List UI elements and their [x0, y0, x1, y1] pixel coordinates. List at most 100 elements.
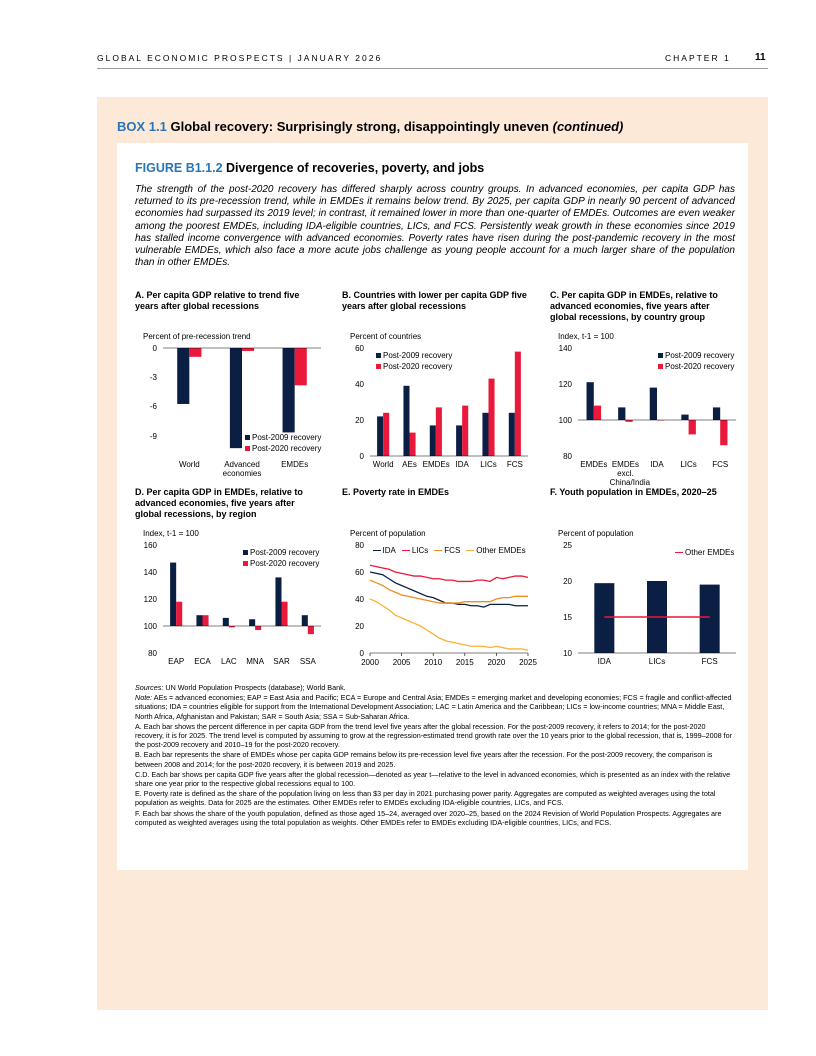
x-tick-label: EMDEs excl. China/India: [609, 460, 651, 487]
note: Note: AEs = advanced economies; EAP = Ea…: [135, 693, 735, 721]
x-tick-label: LAC: [221, 657, 237, 666]
chart-panel: E. Poverty rate in EMDEs Percent of popul…: [342, 487, 537, 681]
chart-area: Percent of population 0 20 40 60 80 2000 2005 20…: [342, 529, 537, 681]
legend-item: LICs: [401, 545, 429, 556]
legend-swatch: [243, 550, 248, 555]
x-tick-label: LICs: [480, 460, 497, 469]
y-tick-label: 0: [359, 451, 364, 461]
panel-notes: A. Each bar shows the percent difference…: [135, 722, 735, 827]
legend-swatch: [675, 551, 683, 554]
bar: [301, 615, 308, 626]
legend: Post-2009 recovery Post-2020 recovery: [658, 350, 734, 372]
y-tick-label: 120: [558, 379, 572, 389]
legend-swatch: [243, 561, 248, 566]
legend-label: FCS: [444, 546, 461, 555]
legend-item: Other EMDEs: [675, 547, 734, 558]
x-tick-label: World: [372, 460, 394, 469]
legend-item: Post-2020 recovery: [658, 361, 734, 372]
y-tick-label: -9: [149, 431, 157, 441]
legend-item: Post-2020 recovery: [376, 361, 452, 372]
y-tick-label: -6: [149, 402, 157, 412]
x-tick-label: 2025: [519, 658, 537, 667]
legend-swatch: [434, 549, 443, 552]
legend: IDA LICs FCS Other EMDEs: [372, 545, 526, 556]
x-tick-label: IDA: [455, 460, 469, 469]
bar: [482, 412, 489, 456]
bar: [281, 601, 288, 626]
sources-text: UN World Population Prospects (database)…: [165, 683, 346, 692]
chapter-label: CHAPTER 1: [665, 53, 731, 63]
chart-area: Percent of population 10 15 20 25 IDA LICs FCS O…: [550, 529, 745, 681]
legend: Post-2009 recovery Post-2020 recovery: [243, 547, 319, 569]
chart: [161, 347, 321, 449]
bar: [649, 387, 657, 420]
y-tick-label: 140: [143, 567, 157, 577]
chart: [161, 544, 321, 654]
x-tick-label: LICs: [648, 657, 666, 666]
bar: [409, 432, 416, 456]
y-tick-label: 10: [563, 648, 572, 658]
figure-label: FIGURE B1.1.2: [135, 161, 223, 175]
x-tick-label: LICs: [680, 460, 697, 469]
legend-swatch: [658, 364, 663, 369]
bar: [508, 412, 515, 456]
chart-panel: A. Per capita GDP relative to trend five…: [135, 290, 330, 484]
x-tick-label: FCS: [506, 460, 523, 469]
y-tick-label: 60: [355, 567, 364, 577]
legend-label: LICs: [411, 546, 429, 555]
chart: [368, 544, 529, 656]
y-tick-label: 140: [558, 343, 572, 353]
bar: [514, 351, 521, 456]
y-tick-label: 80: [355, 540, 364, 550]
y-tick-label: 40: [355, 379, 364, 389]
bar: [255, 626, 262, 631]
bar: [242, 348, 255, 351]
y-axis-label: Index, t-1 = 100: [143, 529, 199, 538]
x-tick-label: EMDEs: [422, 460, 450, 469]
line: [369, 564, 529, 583]
x-tick-label: 2020: [487, 658, 506, 667]
x-tick-label: World: [178, 460, 200, 469]
bar: [202, 615, 209, 626]
bar: [377, 416, 384, 456]
bar: [275, 577, 282, 626]
legend-item: Post-2009 recovery: [658, 350, 734, 361]
legend-label: Post-2009 recovery: [250, 548, 320, 557]
y-tick-label: 0: [359, 648, 364, 658]
x-tick-label: SAR: [273, 657, 290, 666]
legend-swatch: [401, 549, 410, 552]
chart: [576, 544, 736, 654]
legend-label: Other EMDEs: [685, 548, 735, 557]
bar: [196, 615, 203, 626]
panel-note: A. Each bar shows the percent difference…: [135, 721, 733, 750]
y-axis-label: Index, t-1 = 100: [558, 332, 614, 341]
legend-label: Other EMDEs: [476, 546, 526, 555]
y-axis-label: Percent of population: [558, 529, 634, 538]
line: [369, 598, 529, 651]
y-axis-label: Percent of population: [350, 529, 426, 538]
x-tick-label: EAP: [168, 657, 185, 666]
legend-item: IDA: [372, 545, 396, 556]
bar: [688, 420, 696, 435]
note-text: AEs = advanced economies; EAP = East Asi…: [135, 693, 732, 721]
chart: [368, 347, 528, 457]
bar: [189, 348, 202, 357]
bar: [170, 562, 177, 626]
y-tick-label: 100: [558, 415, 572, 425]
bar: [282, 348, 295, 433]
x-tick-label: 2015: [455, 658, 474, 667]
chart-panel: B. Countries with lower per capita GDP f…: [342, 290, 537, 484]
legend-swatch: [376, 353, 381, 358]
chart-area: Percent of countries 0 20 40 60 World AEs EMDEs…: [342, 332, 537, 484]
chart-title: C. Per capita GDP in EMDEs, relative to …: [550, 290, 718, 322]
bar: [593, 405, 602, 420]
legend-label: Post-2020 recovery: [665, 362, 735, 371]
panel-note: B. Each bar represents the share of EMDE…: [135, 750, 713, 769]
x-tick-label: FCS: [701, 657, 718, 666]
legend-label: Post-2009 recovery: [383, 351, 453, 360]
x-tick-label: 2010: [424, 658, 443, 667]
y-tick-label: 80: [148, 648, 157, 658]
x-tick-label: SSA: [299, 657, 316, 666]
y-tick-label: 60: [355, 343, 364, 353]
panel-note: F. Each bar shows the share of the youth…: [135, 808, 722, 827]
